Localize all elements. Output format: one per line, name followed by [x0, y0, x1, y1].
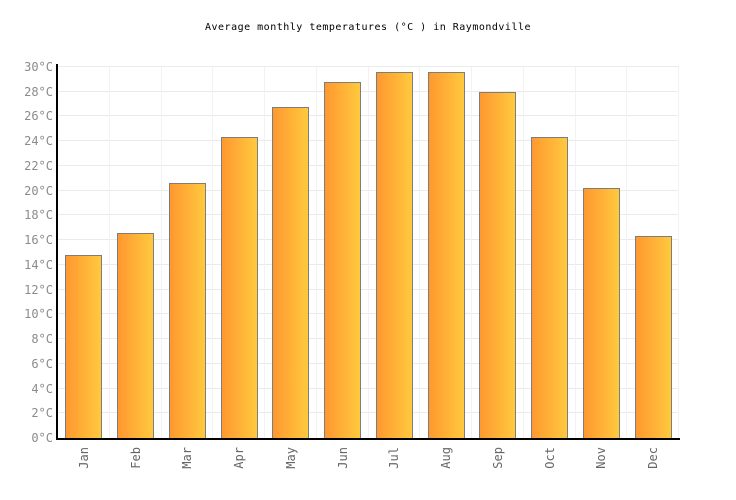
gridline-x-8 [471, 67, 472, 438]
y-label-20: 20°C [24, 183, 53, 198]
y-label-18: 18°C [24, 208, 53, 223]
gridline-x-4 [264, 67, 265, 438]
gridline-y-2 [58, 412, 679, 414]
y-label-24: 24°C [24, 134, 53, 149]
gridline-y-6 [58, 362, 679, 364]
y-label-14: 14°C [24, 257, 53, 272]
y-label-28: 28°C [24, 84, 53, 99]
gridline-y-24 [58, 140, 679, 142]
gridline-x-1 [108, 67, 110, 438]
x-label-feb: Feb [128, 447, 143, 469]
x-label-dec: Dec [646, 447, 661, 469]
gridline-y-4 [58, 387, 679, 389]
bar-jun [324, 82, 362, 438]
gridline-y-28 [58, 90, 679, 92]
y-label-10: 10°C [24, 307, 53, 322]
y-label-26: 26°C [24, 109, 53, 124]
bar-sep [479, 92, 517, 438]
bar-feb [117, 233, 155, 438]
gridline-y-16 [58, 239, 679, 241]
bar-apr [220, 137, 258, 438]
bar-mar [168, 183, 206, 438]
x-label-jun: Jun [335, 447, 350, 469]
gridline-x-11 [626, 67, 628, 438]
y-label-6: 6°C [31, 356, 53, 371]
x-label-sep: Sep [490, 447, 505, 469]
x-label-nov: Nov [594, 447, 609, 469]
y-label-30: 30°C [24, 60, 53, 74]
bar-oct [531, 137, 569, 438]
x-label-apr: Apr [232, 447, 247, 469]
x-label-aug: Aug [439, 447, 454, 469]
gridline-x-12 [678, 67, 679, 438]
y-label-12: 12°C [24, 282, 53, 297]
y-label-4: 4°C [31, 381, 53, 396]
x-label-jul: Jul [387, 447, 402, 469]
y-label-0: 0°C [31, 431, 53, 445]
bar-aug [427, 72, 465, 438]
gridline-y-30 [58, 66, 679, 67]
x-label-oct: Oct [542, 447, 557, 469]
gridline-y-18 [58, 214, 679, 216]
bar-nov [582, 188, 620, 438]
plot-area [58, 66, 679, 438]
gridline-y-8 [58, 338, 679, 340]
y-label-8: 8°C [31, 332, 53, 347]
gridline-y-26 [58, 115, 679, 117]
bar-jan [65, 255, 103, 438]
gridline-x-5 [315, 67, 317, 438]
chart-title: Average monthly temperatures (°C ) in Ra… [204, 22, 532, 33]
bar-may [272, 107, 310, 438]
gridline-x-10 [574, 67, 576, 438]
y-label-2: 2°C [31, 406, 53, 421]
y-axis-line [56, 64, 58, 439]
gridline-x-2 [160, 67, 162, 438]
gridline-y-20 [58, 189, 679, 191]
y-label-22: 22°C [24, 158, 53, 173]
x-label-mar: Mar [180, 447, 195, 469]
bar-dec [634, 236, 672, 438]
gridline-x-9 [522, 67, 524, 438]
gridline-y-14 [58, 263, 679, 265]
x-label-may: May [283, 447, 298, 469]
y-label-16: 16°C [24, 233, 53, 248]
gridline-y-22 [58, 164, 679, 166]
gridline-x-6 [367, 67, 369, 438]
gridline-y-12 [58, 288, 679, 290]
x-axis-line [56, 438, 680, 440]
bar-jul [375, 72, 413, 438]
gridline-y-10 [58, 313, 679, 315]
gridline-x-3 [212, 67, 214, 438]
x-label-jan: Jan [76, 447, 91, 469]
gridline-x-7 [419, 67, 421, 438]
